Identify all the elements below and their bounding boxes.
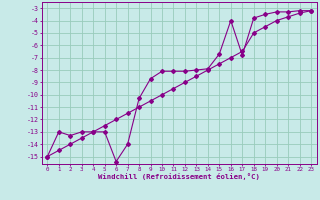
X-axis label: Windchill (Refroidissement éolien,°C): Windchill (Refroidissement éolien,°C) [98, 173, 260, 180]
